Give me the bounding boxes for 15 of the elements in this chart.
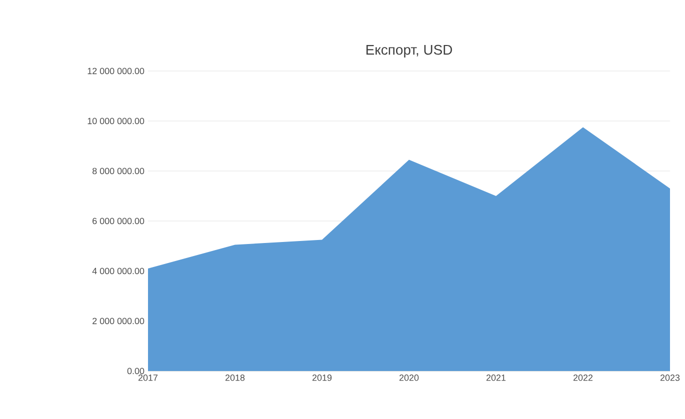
x-tick-label: 2017	[138, 374, 158, 381]
x-tick-label: 2018	[225, 374, 245, 381]
x-tick-label: 2021	[486, 374, 506, 381]
chart-title: Експорт, USD	[366, 44, 452, 58]
y-tick-label: 0.00	[127, 368, 144, 374]
x-tick-label: 2020	[399, 374, 419, 381]
y-tick-label: 4 000 000.00	[92, 268, 144, 274]
y-tick-label: 12 000 000.00	[88, 68, 144, 74]
y-tick-label: 2 000 000.00	[92, 318, 144, 324]
y-tick-label: 8 000 000.00	[92, 168, 144, 174]
y-tick-label: 10 000 000.00	[88, 118, 144, 124]
x-tick-label: 2023	[660, 374, 680, 381]
x-tick-label: 2022	[573, 374, 593, 381]
y-tick-label: 6 000 000.00	[92, 218, 144, 224]
x-tick-label: 2019	[312, 374, 332, 381]
